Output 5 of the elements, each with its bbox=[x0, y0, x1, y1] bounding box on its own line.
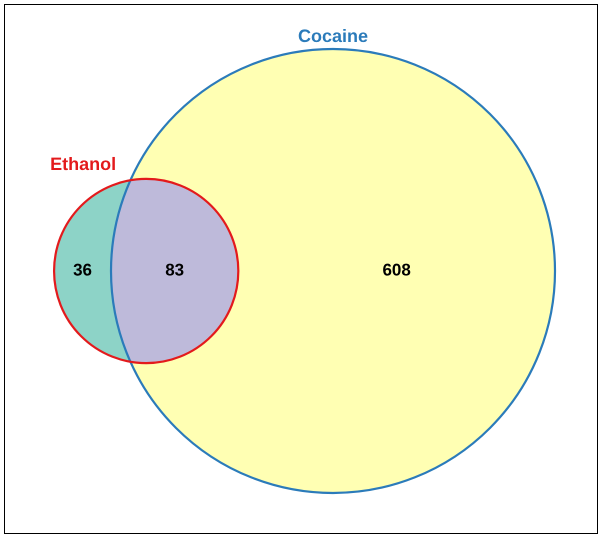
data-label: 608 bbox=[382, 260, 411, 280]
text: Ethanol bbox=[50, 154, 116, 174]
data-label: 36 bbox=[73, 260, 92, 280]
text: Cocaine bbox=[298, 26, 368, 46]
data-label: 83 bbox=[165, 260, 184, 280]
